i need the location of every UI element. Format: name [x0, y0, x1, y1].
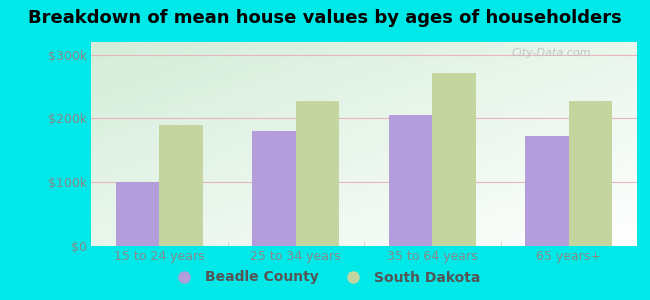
Bar	[296, 100, 339, 246]
Text: City-Data.com: City-Data.com	[512, 48, 591, 58]
Text: Breakdown of mean house values by ages of householders: Breakdown of mean house values by ages o…	[28, 9, 622, 27]
Legend: Beadle County, South Dakota: Beadle County, South Dakota	[164, 265, 486, 290]
Bar	[569, 100, 612, 246]
Bar	[432, 73, 476, 246]
Bar	[389, 115, 432, 246]
Bar	[525, 136, 569, 246]
Bar	[252, 131, 296, 246]
Bar	[116, 182, 159, 246]
Bar	[159, 125, 203, 246]
